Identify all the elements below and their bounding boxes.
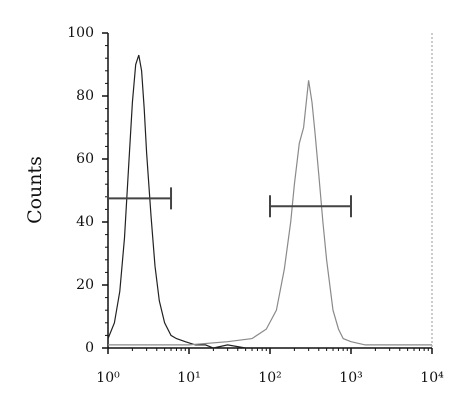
y-tick-label: 40: [76, 214, 94, 230]
x-tick-label: 10³: [339, 370, 362, 386]
y-axis-label: Counts: [24, 156, 46, 224]
histogram-line: [108, 80, 432, 346]
y-tick-label: 100: [67, 25, 94, 41]
y-tick-label: 0: [85, 340, 94, 356]
x-tick-label: 10⁴: [420, 370, 444, 386]
y-tick-label: 20: [76, 277, 94, 293]
y-tick-label: 80: [76, 88, 94, 104]
histogram-line: [107, 54, 270, 349]
x-tick-label: 10²: [258, 370, 281, 386]
x-tick-label: 10¹: [177, 370, 200, 386]
y-tick-label: 60: [76, 151, 94, 167]
x-tick-label: 10⁰: [96, 370, 120, 386]
